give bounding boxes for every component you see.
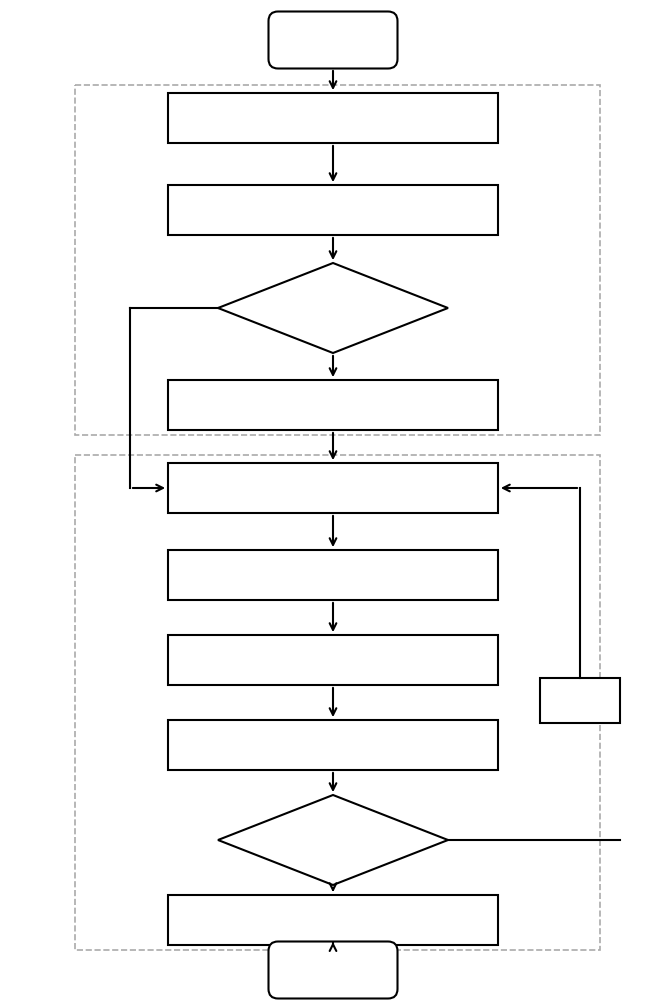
- Bar: [75, 455, 600, 950]
- Bar: [168, 185, 498, 235]
- Bar: [168, 463, 498, 513]
- Polygon shape: [218, 795, 448, 885]
- Bar: [168, 635, 498, 685]
- Bar: [168, 93, 498, 143]
- Bar: [168, 895, 498, 945]
- Bar: [75, 85, 600, 435]
- Bar: [168, 720, 498, 770]
- Bar: [540, 678, 620, 722]
- Bar: [168, 550, 498, 600]
- Bar: [168, 380, 498, 430]
- FancyBboxPatch shape: [268, 11, 398, 68]
- FancyBboxPatch shape: [268, 942, 398, 998]
- Polygon shape: [218, 263, 448, 353]
